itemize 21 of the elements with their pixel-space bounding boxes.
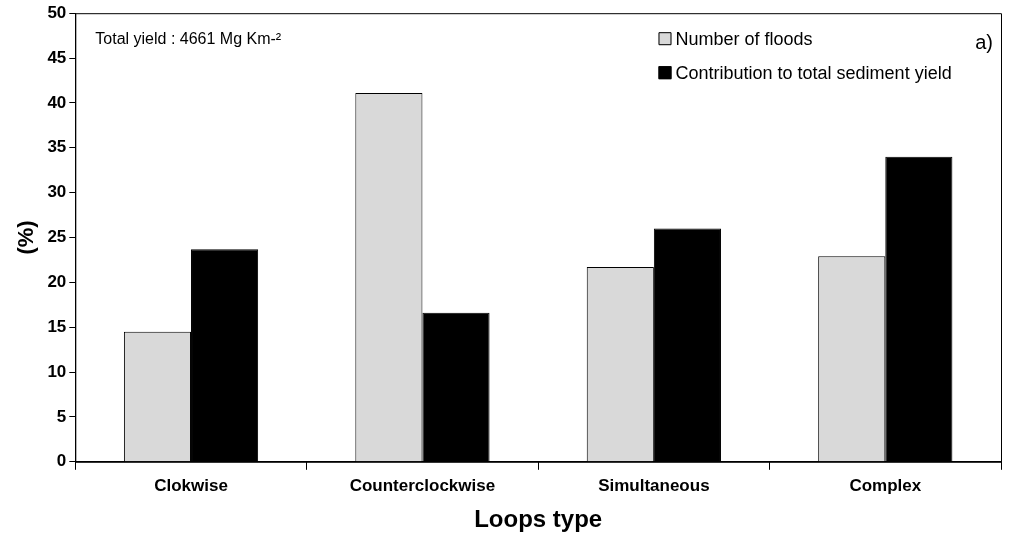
x-tick-label: Complex <box>849 475 922 495</box>
y-tick-label: 5 <box>56 406 67 426</box>
x-axis-title: Loops type <box>474 505 603 533</box>
y-tick-label: 15 <box>47 316 67 336</box>
y-tick-label: 50 <box>47 2 67 22</box>
y-tick-label: 35 <box>47 137 67 157</box>
y-tick-label: 0 <box>56 451 67 471</box>
y-tick-label: 40 <box>47 92 67 112</box>
y-tick-label: 30 <box>47 182 67 202</box>
legend-label: Number of floods <box>675 29 813 50</box>
x-tick-label: Clokwise <box>154 475 228 495</box>
y-tick-label: 25 <box>47 227 67 247</box>
annotation: a) <box>975 30 993 53</box>
y-axis-title: (%) <box>13 220 39 255</box>
y-tick-label: 10 <box>47 361 67 381</box>
legend-label: Contribution to total sediment yield <box>675 63 952 84</box>
annotation: Total yield : 4661 Mg Km-² <box>95 29 282 47</box>
y-tick-label: 20 <box>47 272 67 292</box>
y-tick-label: 45 <box>47 47 67 67</box>
x-tick-label: Simultaneous <box>598 475 710 495</box>
x-tick-label: Counterclockwise <box>349 475 496 495</box>
